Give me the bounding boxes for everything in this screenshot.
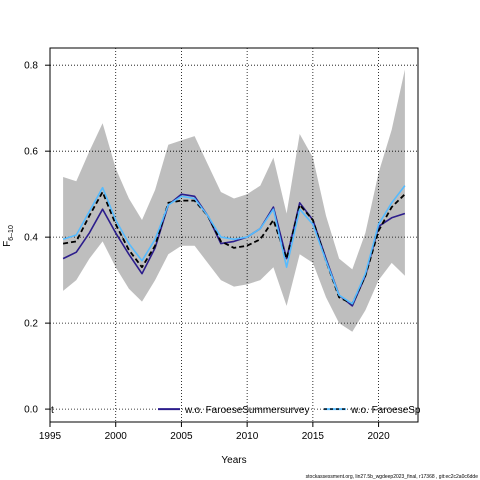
legend: t w.o. FaroeseSummersurvey w.o. FaroeseSp xyxy=(51,405,421,416)
y-axis-title: F6–10 xyxy=(2,225,15,247)
x-tick-label: 2010 xyxy=(236,431,259,442)
series-line-3 xyxy=(62,185,406,305)
x-tick-label: 2020 xyxy=(367,431,390,442)
x-tick-label: 2000 xyxy=(105,431,128,442)
x-axis: 1995 2000 2005 2010 2015 2020 xyxy=(39,421,390,442)
confidence-band-area xyxy=(63,69,405,332)
y-tick-label: 0.6 xyxy=(24,147,38,158)
y-tick-label: 0.4 xyxy=(24,233,38,244)
y-axis: 0.0 0.2 0.4 0.6 0.8 xyxy=(24,61,51,416)
x-tick-label: 2015 xyxy=(302,431,325,442)
series-line-1 xyxy=(62,193,406,307)
y-axis-title-main: F xyxy=(2,241,13,247)
svg-text:F6–10: F6–10 xyxy=(2,225,15,247)
footer-source: stockassessment.org, lin27.5b_wgdeep2023… xyxy=(306,474,479,480)
y-tick-label: 0.2 xyxy=(24,319,38,330)
y-tick-label: 0.0 xyxy=(24,405,38,416)
series-line-2 xyxy=(62,191,406,305)
x-axis-title: Years xyxy=(221,455,246,466)
legend-left-text: t xyxy=(51,405,54,416)
confidence-band xyxy=(63,69,405,332)
y-tick-label: 0.8 xyxy=(24,61,38,72)
legend-label-2: w.o. FaroeseSp xyxy=(350,405,421,416)
x-tick-label: 2005 xyxy=(170,431,193,442)
x-tick-label: 1995 xyxy=(39,431,62,442)
y-axis-title-sub: 6–10 xyxy=(8,225,15,241)
series-lines xyxy=(62,185,406,307)
grid xyxy=(49,48,418,422)
legend-label-1: w.o. FaroeseSummersurvey xyxy=(184,405,310,416)
